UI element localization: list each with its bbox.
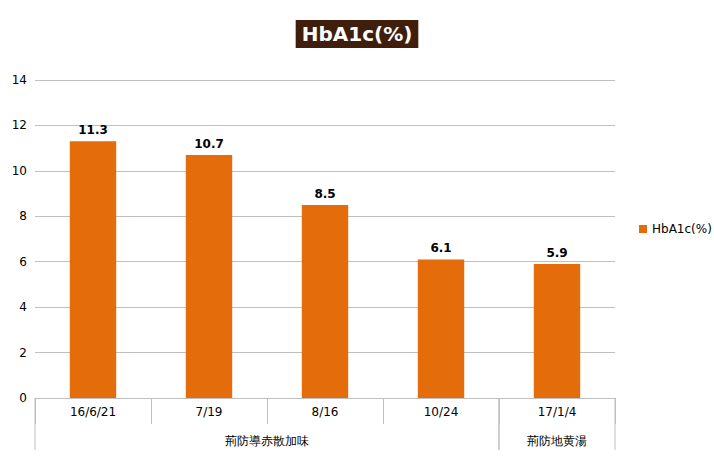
svg-text:7/19: 7/19 xyxy=(196,405,223,419)
svg-text:10: 10 xyxy=(12,164,27,178)
svg-text:6: 6 xyxy=(19,255,27,269)
svg-text:0: 0 xyxy=(19,391,27,405)
svg-text:14: 14 xyxy=(12,73,27,87)
svg-text:8.5: 8.5 xyxy=(314,187,335,201)
svg-text:HbA1c(%): HbA1c(%) xyxy=(652,222,712,236)
svg-text:16/6/21: 16/6/21 xyxy=(70,405,116,419)
svg-text:2: 2 xyxy=(19,346,27,360)
svg-text:8/16: 8/16 xyxy=(312,405,339,419)
svg-text:17/1/4: 17/1/4 xyxy=(538,405,577,419)
svg-text:12: 12 xyxy=(12,118,27,132)
svg-text:HbA1c(%): HbA1c(%) xyxy=(302,22,413,46)
svg-text:6.1: 6.1 xyxy=(430,241,451,255)
svg-text:10/24: 10/24 xyxy=(424,405,459,419)
svg-text:荊防導赤散加味: 荊防導赤散加味 xyxy=(225,434,309,448)
svg-text:10.7: 10.7 xyxy=(194,137,224,151)
svg-text:荊防地黄湯: 荊防地黄湯 xyxy=(527,434,587,448)
svg-text:11.3: 11.3 xyxy=(78,123,108,137)
svg-text:8: 8 xyxy=(19,209,27,223)
svg-text:4: 4 xyxy=(19,300,27,314)
svg-text:5.9: 5.9 xyxy=(546,246,567,260)
